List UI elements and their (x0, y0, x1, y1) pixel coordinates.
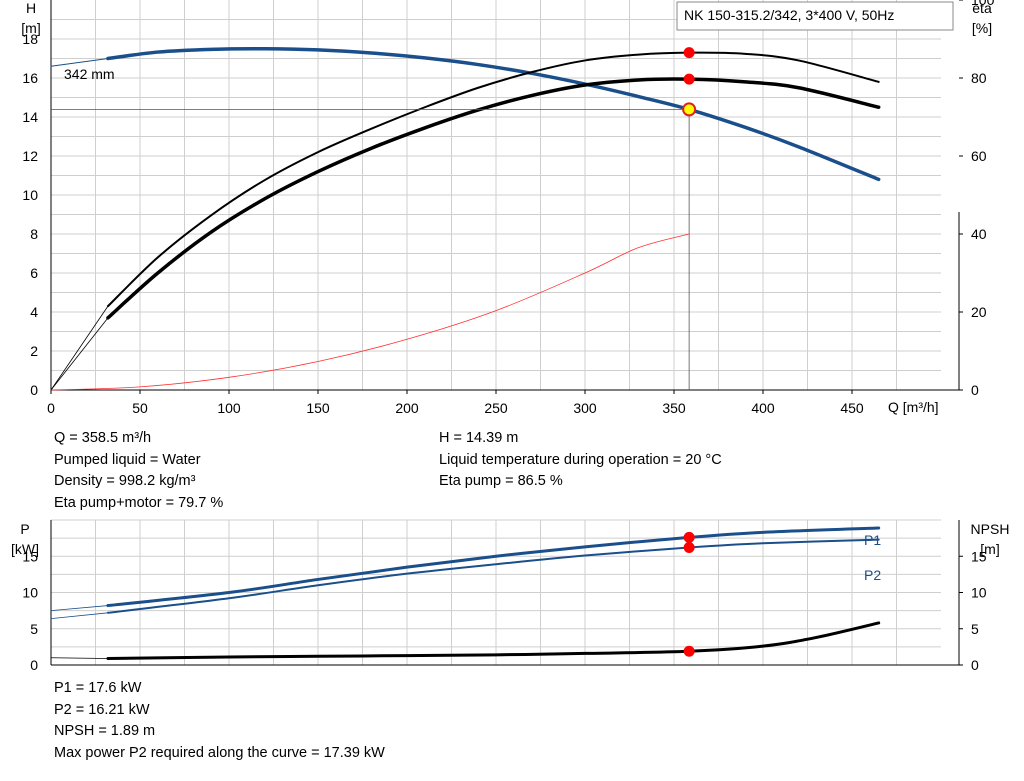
p1-info: P1 = 17.6 kW (54, 680, 142, 696)
operating-point-marker (682, 102, 697, 117)
curve-2 (106, 51, 880, 308)
right-y-tick-label: 0 (971, 657, 979, 673)
bottom-ticks: 0 5 10 15 0 5 10 15 (22, 548, 986, 673)
left-y-tick-label: 18 (22, 31, 38, 47)
right-y-tick-label: 0 (971, 382, 979, 398)
top-left-axis-unit-1: [m] (21, 20, 40, 36)
curve-extension-3 (50, 612, 109, 619)
right-y-tick-label: 20 (971, 304, 987, 320)
pumped-liquid-info: Pumped liquid = Water (54, 451, 201, 468)
top-markers (682, 47, 697, 117)
curve-4 (106, 621, 881, 660)
density-info: Density = 998.2 kg/m³ (54, 473, 196, 489)
p1-series-label: P1 (864, 532, 881, 548)
right-y-tick-label: 80 (971, 70, 987, 86)
curve-6 (50, 233, 690, 391)
chart-title-box (676, 1, 954, 31)
left-y-tick-label: 15 (22, 548, 38, 564)
top-right-axis-unit-0: eta (972, 0, 992, 16)
max-power-info: Max power P2 required along the curve = … (54, 744, 385, 761)
duty-point-marker-2 (683, 645, 695, 657)
left-y-tick-label: 12 (22, 148, 38, 164)
right-y-tick-label: 10 (971, 585, 987, 601)
left-y-tick-label: 5 (30, 621, 38, 637)
left-y-tick-label: 0 (30, 382, 38, 398)
bottom-left-axis-unit-0: P (20, 521, 29, 537)
top-series (50, 46, 881, 391)
power-npsh-chart: 0 5 10 15 0 5 10 15 P [kW] NPSH [m] P1 P2 (11, 519, 1010, 673)
p2-series-label: P2 (864, 567, 881, 583)
duty-info-left: Q = 358.5 m³/h Pumped liquid = Water Den… (54, 428, 223, 514)
left-y-tick-label: 2 (30, 343, 38, 359)
x-tick-label: 200 (395, 400, 419, 416)
p2-curve-1 (106, 538, 880, 614)
top-ticks: 0 50 100 150 200 250 300 350 400 4500246810121416… (22, 0, 995, 416)
right-y-tick-label: 40 (971, 226, 987, 242)
left-y-tick-label: 16 (22, 70, 38, 86)
curve-diameter-label: 342 mm (64, 66, 115, 82)
x-tick-label: 300 (573, 400, 597, 416)
x-tick-label: 50 (132, 400, 148, 416)
curve-extension-2 (50, 605, 109, 612)
top-right-axis-unit-1: [%] (972, 20, 992, 36)
curve-extension-5 (50, 657, 109, 659)
curve-extension-5 (50, 317, 109, 391)
duty-point-marker-2 (683, 73, 695, 85)
bottom-right-axis-unit-1: [m] (980, 541, 999, 557)
right-y-tick-label: 100 (971, 0, 995, 8)
right-y-tick-label: 5 (971, 621, 979, 637)
p2-info: P2 = 16.21 kW (54, 701, 150, 718)
curve-extension-4 (50, 305, 109, 391)
right-y-tick-label: 15 (971, 548, 987, 564)
head-efficiency-chart: 0 50 100 150 200 250 300 350 400 4500246810121416… (21, 0, 995, 416)
x-tick-label: 150 (306, 400, 330, 416)
duty-point-marker-1 (683, 47, 695, 59)
curve-3 (106, 77, 881, 320)
top-left-axis-unit-0: H (26, 0, 36, 16)
eta-pump-motor-info: Eta pump+motor = 79.7 % (54, 494, 224, 511)
liquid-temperature-info: Liquid temperature during operation = 20… (439, 451, 722, 468)
bottom-series (50, 526, 881, 660)
left-y-tick-label: 10 (22, 585, 38, 601)
bottom-left-axis-unit-1: [kW] (11, 541, 39, 557)
head-info: H = 14.39 m (439, 430, 519, 446)
curve-extension-1 (50, 58, 109, 67)
left-y-tick-label: 14 (22, 109, 38, 125)
duty-point-marker-1 (683, 541, 695, 553)
power-info: P1 = 17.6 kW P2 = 16.21 kW NPSH = 1.89 m… (54, 678, 385, 764)
flow-info: Q = 358.5 m³/h (54, 430, 152, 446)
eta-pump-info: Eta pump = 86.5 % (439, 473, 563, 489)
left-y-tick-label: 6 (30, 265, 38, 281)
x-tick-label: 0 (47, 400, 55, 416)
chart-title: NK 150-315.2/342, 3*400 V, 50Hz (684, 7, 894, 23)
bottom-right-axis-unit-0: NPSH (971, 521, 1010, 537)
bottom-grid (50, 519, 960, 666)
duty-info-right: H = 14.39 m Liquid temperature during op… (439, 428, 722, 493)
x-tick-label: 250 (484, 400, 508, 416)
x-tick-label: 450 (840, 400, 864, 416)
right-y-tick-label: 60 (971, 148, 987, 164)
bottom-markers (683, 531, 695, 657)
curve-0 (106, 46, 881, 182)
x-tick-label: 100 (217, 400, 241, 416)
duty-point-marker-0 (683, 531, 695, 543)
p1-curve-0 (106, 526, 881, 608)
left-y-tick-label: 0 (30, 657, 38, 673)
x-tick-label: 350 (662, 400, 686, 416)
x-tick-label: 400 (751, 400, 775, 416)
npsh-info: NPSH = 1.89 m (54, 723, 156, 739)
left-y-tick-label: 4 (30, 304, 38, 320)
x-axis-label: Q [m³/h] (888, 399, 939, 415)
left-y-tick-label: 10 (22, 187, 38, 203)
left-y-tick-label: 8 (30, 226, 38, 242)
top-grid (50, 0, 960, 391)
